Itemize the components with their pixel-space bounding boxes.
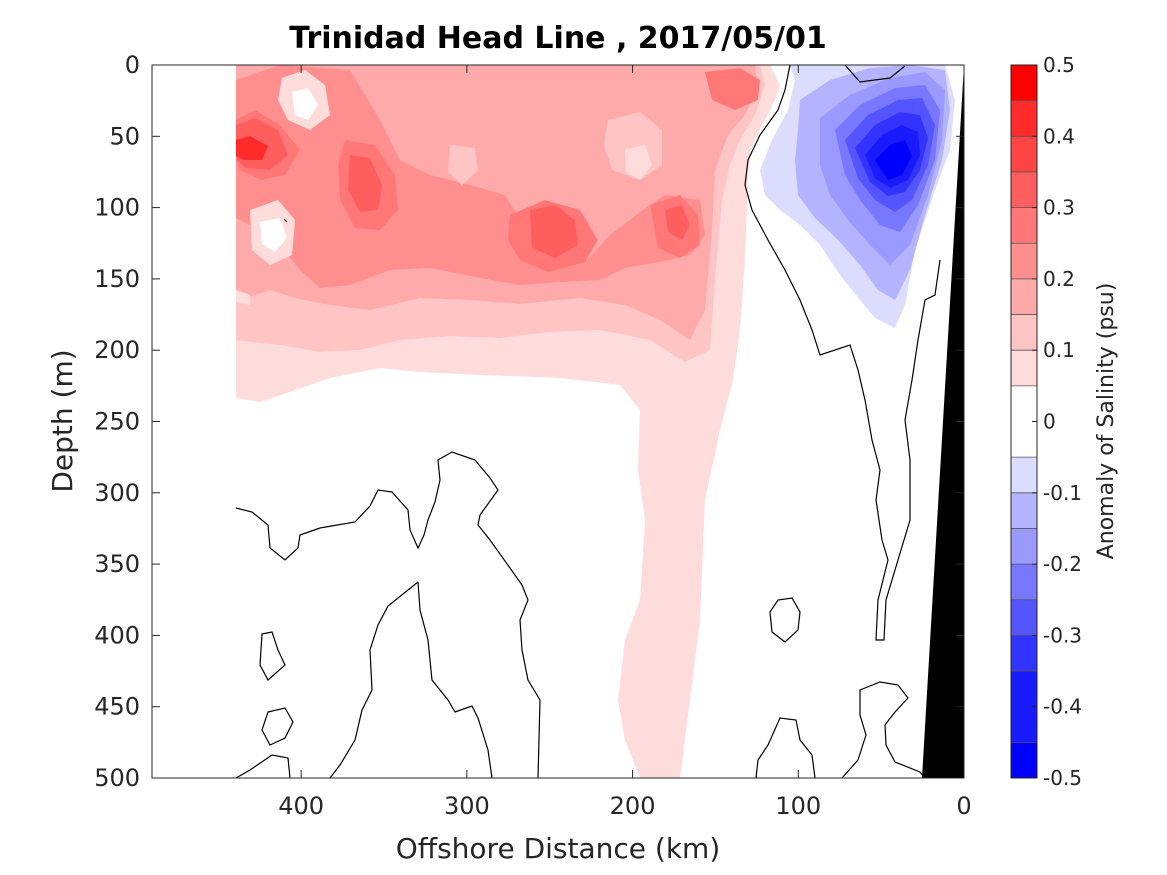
contour-line	[235, 451, 541, 778]
colorbar-tick-label: -0.5	[1043, 766, 1082, 790]
colorbar-tick-label: -0.1	[1043, 481, 1082, 505]
y-tick-label: 150	[94, 265, 140, 293]
contour-line	[283, 218, 288, 223]
colorbar-swatch	[1011, 314, 1037, 351]
y-axis: 0 50 100 150 200 250 300 350 400 450 500	[94, 51, 964, 792]
contour-line	[841, 681, 926, 778]
colorbar-swatch	[1011, 457, 1037, 493]
x-tick-label: 400	[278, 792, 324, 820]
contour-line	[417, 581, 493, 778]
x-tick-label: 200	[610, 792, 656, 820]
bathymetry-fill	[922, 65, 964, 778]
contour-line	[329, 581, 419, 778]
x-tick-label: 100	[775, 792, 821, 820]
y-tick-label: 100	[94, 194, 140, 222]
level-fill-0.35-c	[665, 205, 690, 240]
colorbar: -0.5 -0.4 -0.3 -0.2 -0.1 0 0.1 0.2 0.3 0.4 0.5	[1010, 53, 1082, 790]
colorbar-swatch	[1011, 65, 1037, 101]
y-tick-label: 400	[94, 621, 140, 649]
contour-line	[769, 597, 801, 643]
colorbar-swatch	[1011, 564, 1037, 600]
contour-line	[261, 707, 294, 746]
pocket-low-f	[625, 145, 652, 180]
colorbar-swatch	[1011, 278, 1037, 315]
colorbar-swatch	[1011, 171, 1037, 208]
colorbar-tick-label: 0.2	[1043, 267, 1075, 291]
y-tick-label: 450	[94, 693, 140, 721]
x-tick-label: 0	[956, 792, 971, 820]
colorbar-swatch	[1011, 492, 1037, 529]
anomaly-field	[235, 65, 964, 778]
colorbar-tick-label: 0.4	[1043, 124, 1075, 148]
y-tick-label: 250	[94, 408, 140, 436]
level-fill-0.4	[236, 136, 268, 160]
x-axis: 400 300 200 100 0	[278, 65, 972, 820]
y-axis-label: Depth (m)	[46, 349, 79, 492]
colorbar-tick-label: 0.5	[1043, 53, 1075, 77]
colorbar-tick-label: -0.2	[1043, 552, 1082, 576]
pocket-low-b	[292, 88, 318, 120]
colorbar-swatch	[1011, 243, 1037, 279]
colorbar-swatch	[1011, 528, 1037, 565]
level-fill-0.3-e	[705, 68, 760, 110]
level-fill-neg-0.45	[875, 140, 912, 180]
chart-title: Trinidad Head Line , 2017/05/01	[289, 21, 826, 56]
contour-line	[844, 65, 906, 83]
colorbar-swatch	[1011, 136, 1037, 172]
y-tick-label: 500	[94, 764, 140, 792]
x-axis-label: Offshore Distance (km)	[396, 832, 721, 865]
colorbar-tick-label: -0.3	[1043, 623, 1082, 647]
colorbar-tick-label: -0.4	[1043, 695, 1082, 719]
y-tick-label: 350	[94, 550, 140, 578]
contour-line	[259, 631, 286, 681]
colorbar-swatch	[1011, 599, 1037, 636]
pocket-low-g	[448, 145, 478, 185]
colorbar-swatch	[1011, 635, 1037, 672]
y-tick-label: 300	[94, 479, 140, 507]
colorbar-swatch	[1011, 742, 1037, 778]
pocket-low-d	[260, 218, 287, 252]
colorbar-swatch	[1011, 100, 1037, 137]
colorbar-tick-label: 0.1	[1043, 338, 1075, 362]
y-tick-label: 0	[125, 51, 140, 79]
colorbar-tick-label: 0	[1043, 410, 1056, 434]
colorbar-label: Anomaly of Salinity (psu)	[1094, 283, 1119, 560]
x-tick-label: 300	[444, 792, 490, 820]
level-fill-0.35-b	[530, 205, 578, 258]
y-tick-label: 200	[94, 336, 140, 364]
y-tick-label: 50	[109, 122, 140, 150]
colorbar-tick-label: 0.3	[1043, 196, 1075, 220]
colorbar-swatch	[1011, 207, 1037, 244]
contour-line	[235, 754, 291, 778]
pocket-low-h	[236, 290, 250, 305]
level-fill-0.25	[236, 65, 705, 288]
contour-line	[744, 65, 941, 641]
level-fill-0.35-d	[348, 155, 382, 212]
colorbar-swatch	[1011, 350, 1037, 386]
contour-line	[755, 717, 816, 778]
